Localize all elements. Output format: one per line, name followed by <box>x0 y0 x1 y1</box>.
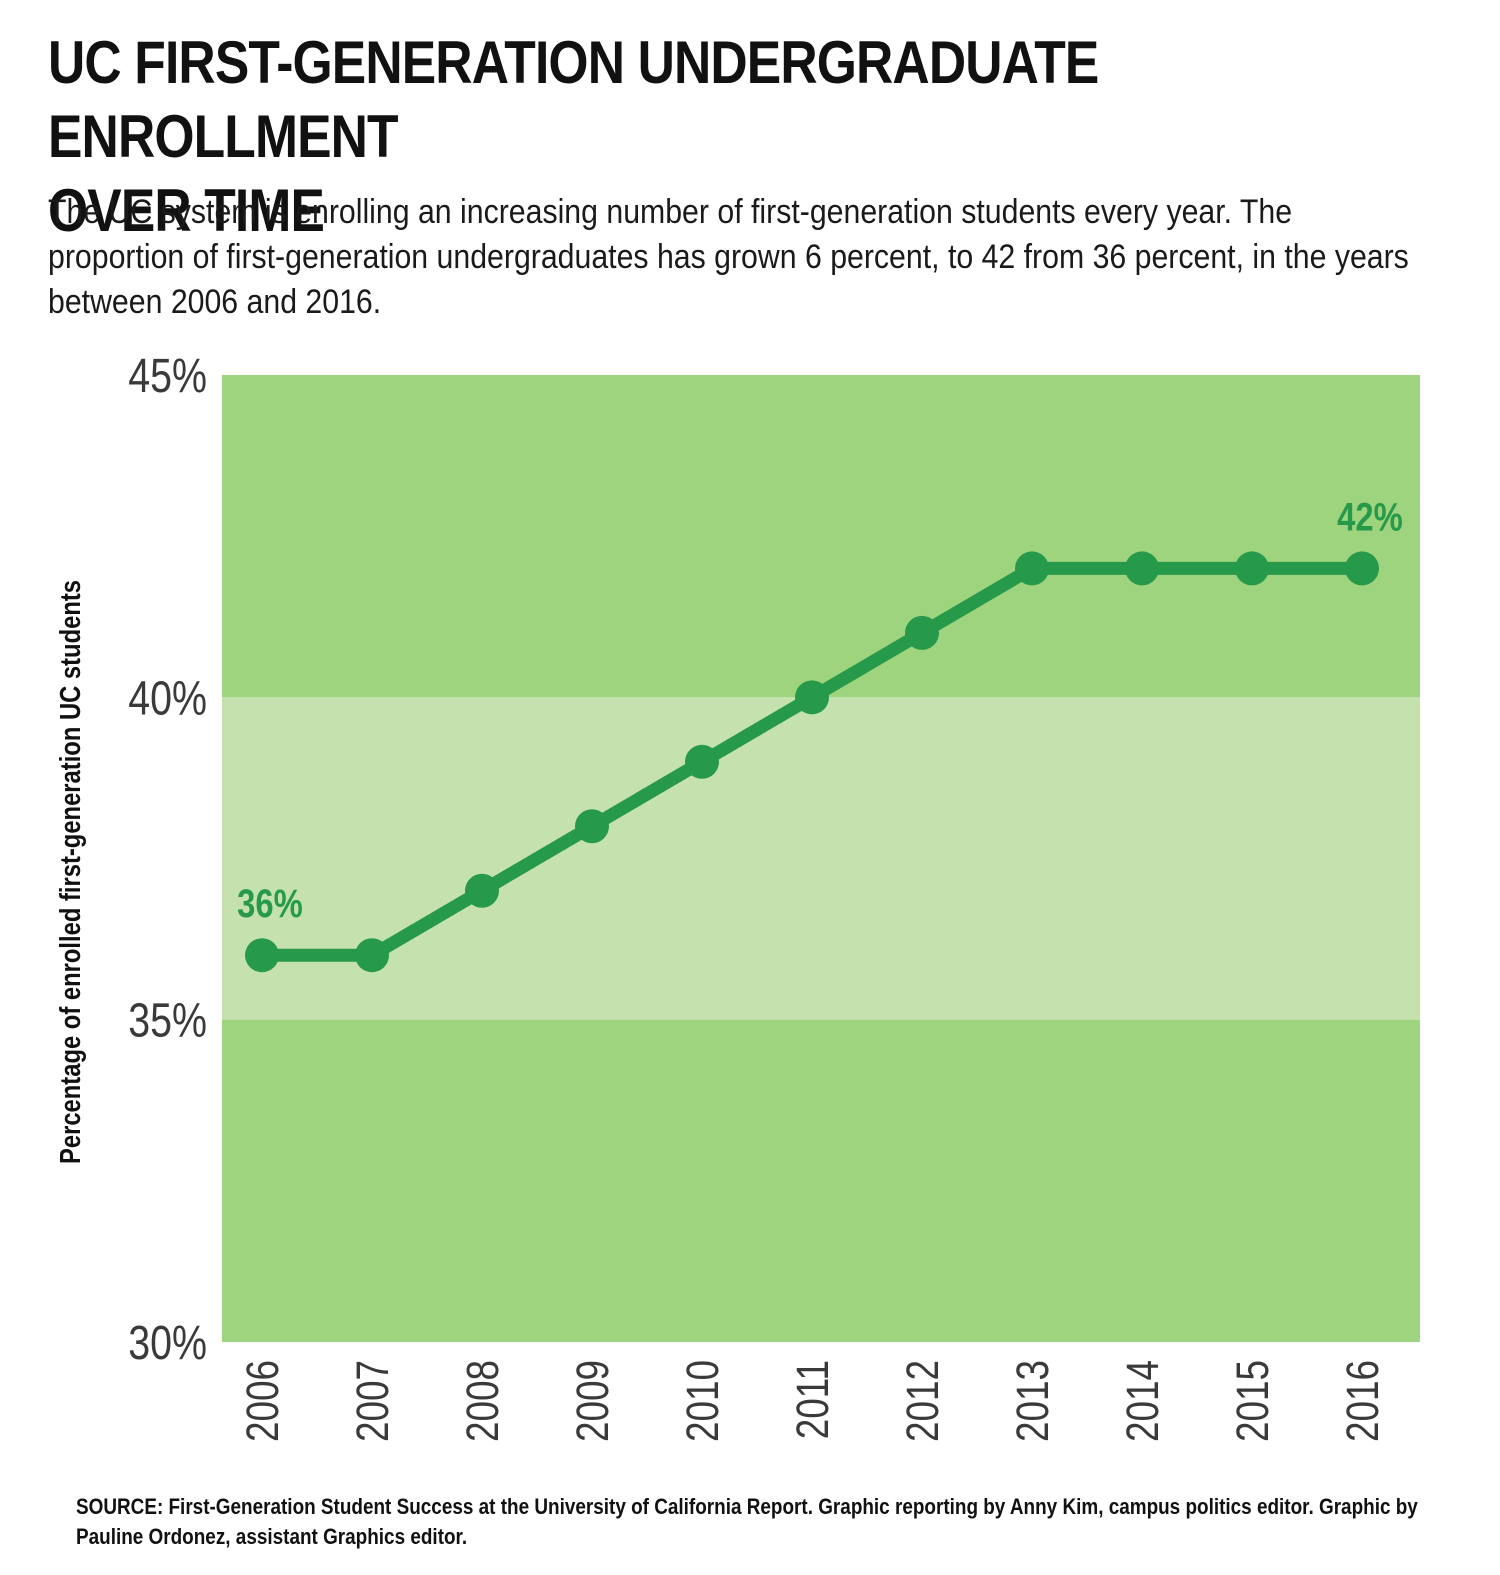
y-tick-label: 30% <box>128 1316 207 1370</box>
x-tick-label: 2013 <box>1008 1360 1058 1442</box>
data-point <box>245 938 279 973</box>
y-tick-label: 35% <box>128 994 207 1048</box>
x-tick-label: 2011 <box>788 1360 838 1439</box>
band-30-35 <box>222 1019 1420 1342</box>
x-tick-label: 2012 <box>898 1360 948 1442</box>
x-tick-label: 2006 <box>238 1360 288 1442</box>
line-chart: 45% 40% 35% 30% 2006 2007 2008 2009 2010 2011 201… <box>128 349 1420 1442</box>
y-tick-label: 45% <box>128 349 207 403</box>
x-tick-label: 2016 <box>1338 1360 1388 1442</box>
data-point <box>575 809 609 844</box>
x-tick-label: 2008 <box>458 1360 508 1442</box>
data-points <box>245 551 1379 973</box>
x-tick-label: 2015 <box>1228 1360 1278 1442</box>
data-point <box>1125 551 1159 586</box>
x-tick-label: 2007 <box>348 1360 398 1442</box>
chart-title: UC FIRST-GENERATION UNDERGRADUATE ENROLL… <box>48 29 1099 244</box>
data-point <box>685 744 719 779</box>
data-annotations: 36% 42% <box>237 494 1403 926</box>
data-label: 36% <box>237 881 303 926</box>
data-point <box>795 680 829 715</box>
x-tick-label: 2009 <box>568 1360 618 1442</box>
data-point <box>1235 551 1269 586</box>
data-point <box>1345 551 1379 586</box>
band-35-40 <box>222 697 1420 1020</box>
y-tick-label: 40% <box>128 672 207 726</box>
chart-subtitle: The UC system is enrolling an increasing… <box>48 193 1409 321</box>
data-point <box>905 615 939 650</box>
x-tick-label: 2010 <box>678 1360 728 1442</box>
band-40-45 <box>222 375 1420 698</box>
data-point <box>355 938 389 973</box>
y-axis-ticks: 45% 40% 35% 30% <box>128 349 207 1370</box>
background-bands <box>222 375 1420 1342</box>
data-label: 42% <box>1337 494 1403 539</box>
x-tick-label: 2014 <box>1118 1360 1168 1442</box>
data-point <box>465 873 499 908</box>
source-note: SOURCE: First-Generation Student Success… <box>76 1494 1418 1549</box>
x-axis-ticks: 2006 2007 2008 2009 2010 2011 2012 2013 2014 2015… <box>238 1360 1388 1442</box>
data-point <box>1015 551 1049 586</box>
